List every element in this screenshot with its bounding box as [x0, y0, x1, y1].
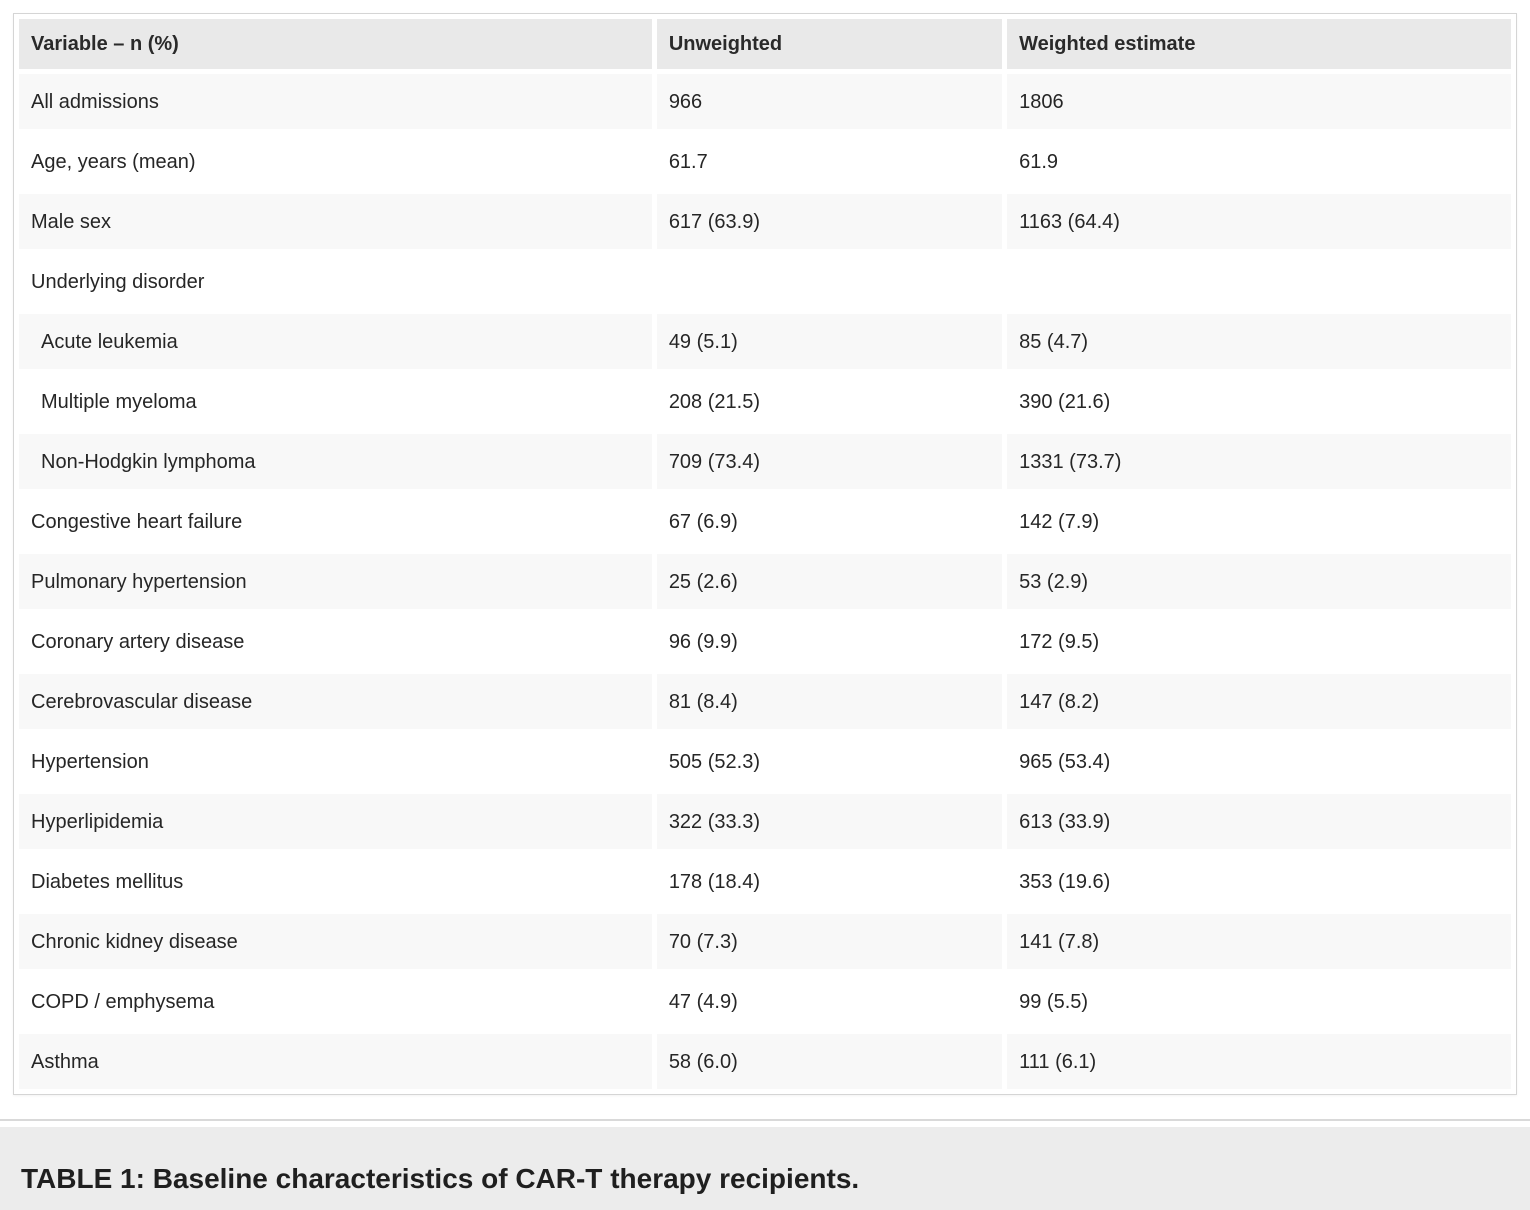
row-unweighted-value: 81 (8.4) — [656, 674, 1003, 729]
row-unweighted-value: 61.7 — [656, 134, 1003, 189]
row-weighted-value: 1331 (73.7) — [1007, 434, 1511, 489]
row-label: Non-Hodgkin lymphoma — [19, 434, 652, 489]
row-label: Age, years (mean) — [19, 134, 652, 189]
row-unweighted-value: 322 (33.3) — [656, 794, 1003, 849]
row-weighted-value: 147 (8.2) — [1007, 674, 1511, 729]
row-unweighted-value: 96 (9.9) — [656, 614, 1003, 669]
row-weighted-value: 142 (7.9) — [1007, 494, 1511, 549]
table-row: Underlying disorder — [19, 254, 1511, 309]
table-row: COPD / emphysema 47 (4.9) 99 (5.5) — [19, 974, 1511, 1029]
row-unweighted-value: 617 (63.9) — [656, 194, 1003, 249]
row-label: Congestive heart failure — [19, 494, 652, 549]
row-label: All admissions — [19, 74, 652, 129]
table-row: Cerebrovascular disease 81 (8.4) 147 (8.2) — [19, 674, 1511, 729]
baseline-characteristics-table: Variable – n (%) Unweighted Weighted est… — [14, 14, 1516, 1094]
row-unweighted-value: 58 (6.0) — [656, 1034, 1003, 1089]
row-weighted-value: 965 (53.4) — [1007, 734, 1511, 789]
row-label: Underlying disorder — [19, 254, 652, 309]
row-label: Chronic kidney disease — [19, 914, 652, 969]
row-weighted-value: 53 (2.9) — [1007, 554, 1511, 609]
table-row: Multiple myeloma 208 (21.5) 390 (21.6) — [19, 374, 1511, 429]
table-row: Pulmonary hypertension 25 (2.6) 53 (2.9) — [19, 554, 1511, 609]
table-caption: TABLE 1: Baseline characteristics of CAR… — [21, 1163, 860, 1194]
table-row: All admissions 966 1806 — [19, 74, 1511, 129]
row-weighted-value: 99 (5.5) — [1007, 974, 1511, 1029]
table-row: Acute leukemia 49 (5.1) 85 (4.7) — [19, 314, 1511, 369]
table-row: Hyperlipidemia 322 (33.3) 613 (33.9) — [19, 794, 1511, 849]
row-label: Male sex — [19, 194, 652, 249]
caption-divider — [0, 1119, 1530, 1121]
row-label: Hyperlipidemia — [19, 794, 652, 849]
row-weighted-value: 141 (7.8) — [1007, 914, 1511, 969]
table-row: Chronic kidney disease 70 (7.3) 141 (7.8) — [19, 914, 1511, 969]
row-weighted-value — [1007, 254, 1511, 309]
row-unweighted-value: 966 — [656, 74, 1003, 129]
row-weighted-value: 1163 (64.4) — [1007, 194, 1511, 249]
table-row: Male sex 617 (63.9) 1163 (64.4) — [19, 194, 1511, 249]
row-unweighted-value — [656, 254, 1003, 309]
row-label: Diabetes mellitus — [19, 854, 652, 909]
row-unweighted-value: 25 (2.6) — [656, 554, 1003, 609]
row-unweighted-value: 49 (5.1) — [656, 314, 1003, 369]
row-label: Hypertension — [19, 734, 652, 789]
table-body: All admissions 966 1806 Age, years (mean) 61… — [19, 74, 1511, 1089]
table-caption-bar: TABLE 1: Baseline characteristics of CAR… — [0, 1127, 1530, 1210]
row-label: COPD / emphysema — [19, 974, 652, 1029]
baseline-table-card: Variable – n (%) Unweighted Weighted est… — [13, 13, 1517, 1095]
table-row: Coronary artery disease 96 (9.9) 172 (9.5) — [19, 614, 1511, 669]
row-label: Pulmonary hypertension — [19, 554, 652, 609]
row-weighted-value: 85 (4.7) — [1007, 314, 1511, 369]
row-unweighted-value: 67 (6.9) — [656, 494, 1003, 549]
row-weighted-value: 390 (21.6) — [1007, 374, 1511, 429]
row-label: Asthma — [19, 1034, 652, 1089]
row-label: Cerebrovascular disease — [19, 674, 652, 729]
column-header-unweighted: Unweighted — [656, 19, 1003, 69]
row-weighted-value: 613 (33.9) — [1007, 794, 1511, 849]
row-weighted-value: 1806 — [1007, 74, 1511, 129]
row-weighted-value: 172 (9.5) — [1007, 614, 1511, 669]
row-label: Multiple myeloma — [19, 374, 652, 429]
row-unweighted-value: 178 (18.4) — [656, 854, 1003, 909]
column-header-weighted-estimate: Weighted estimate — [1007, 19, 1511, 69]
table-row: Hypertension 505 (52.3) 965 (53.4) — [19, 734, 1511, 789]
row-unweighted-value: 70 (7.3) — [656, 914, 1003, 969]
column-header-variable: Variable – n (%) — [19, 19, 652, 69]
row-unweighted-value: 505 (52.3) — [656, 734, 1003, 789]
row-weighted-value: 61.9 — [1007, 134, 1511, 189]
table-row: Age, years (mean) 61.7 61.9 — [19, 134, 1511, 189]
row-weighted-value: 111 (6.1) — [1007, 1034, 1511, 1089]
row-label: Coronary artery disease — [19, 614, 652, 669]
row-weighted-value: 353 (19.6) — [1007, 854, 1511, 909]
table-row: Non-Hodgkin lymphoma 709 (73.4) 1331 (73.7… — [19, 434, 1511, 489]
table-row: Diabetes mellitus 178 (18.4) 353 (19.6) — [19, 854, 1511, 909]
table-row: Congestive heart failure 67 (6.9) 142 (7.9… — [19, 494, 1511, 549]
row-unweighted-value: 47 (4.9) — [656, 974, 1003, 1029]
row-unweighted-value: 208 (21.5) — [656, 374, 1003, 429]
table-row: Asthma 58 (6.0) 111 (6.1) — [19, 1034, 1511, 1089]
row-unweighted-value: 709 (73.4) — [656, 434, 1003, 489]
row-label: Acute leukemia — [19, 314, 652, 369]
table-header-row: Variable – n (%) Unweighted Weighted est… — [19, 19, 1511, 69]
